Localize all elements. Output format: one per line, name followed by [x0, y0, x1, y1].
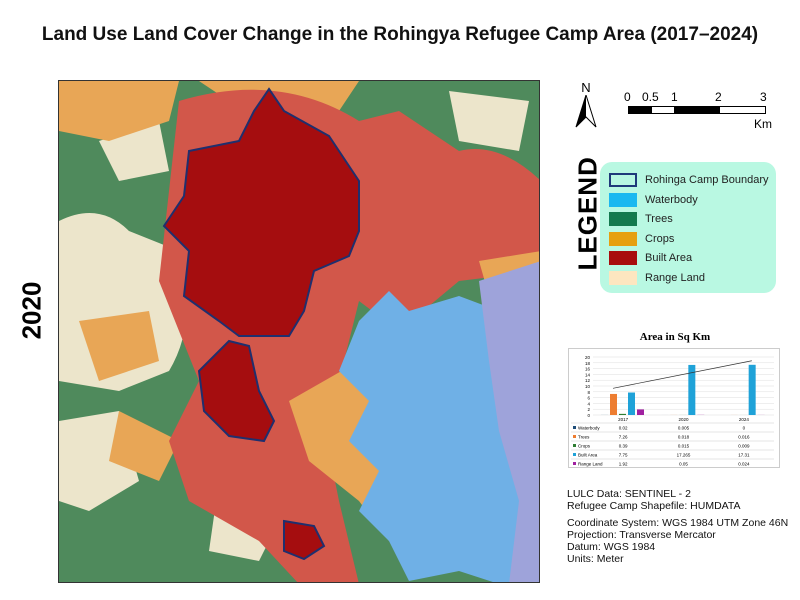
table-cell: 17.31	[738, 453, 750, 458]
y-tick-label: 14	[585, 372, 591, 377]
legend-swatch	[609, 173, 637, 187]
legend: Rohinga Camp Boundary Waterbody Trees Crops…	[600, 162, 776, 293]
camp-boundary-south	[283, 519, 326, 561]
legend-label: Trees	[645, 213, 673, 225]
info-line: Projection: Transverse Mercator	[567, 529, 716, 541]
table-legend-key	[573, 453, 576, 456]
legend-heading: LEGEND	[572, 156, 603, 271]
info-line: Coordinate System: WGS 1984 UTM Zone 46N	[567, 517, 789, 529]
legend-item: Range Land	[609, 270, 705, 286]
table-cell: 0.05	[679, 462, 688, 467]
trendline	[612, 360, 752, 389]
bar-trees	[610, 393, 617, 415]
legend-swatch	[609, 212, 637, 226]
legend-label: Rohinga Camp Boundary	[645, 174, 769, 186]
info-line: Units: Meter	[567, 553, 624, 565]
table-cell: 0.009	[738, 444, 750, 449]
legend-swatch	[609, 270, 637, 285]
table-cell: 7.26	[619, 435, 628, 440]
legend-swatch	[609, 231, 637, 246]
legend-item: Rohinga Camp Boundary	[609, 172, 769, 188]
map-info: LULC Data: SENTINEL - 2 Refugee Camp Shap…	[567, 488, 788, 565]
table-cell: 0.005	[678, 426, 690, 431]
table-cell: 0	[743, 426, 746, 431]
y-tick-label: 6	[587, 396, 590, 401]
x-tick-label: 2017	[618, 417, 629, 422]
y-tick-label: 18	[585, 361, 591, 366]
legend-label: Crops	[645, 232, 675, 245]
legend-swatch	[609, 192, 637, 207]
legend-item: Trees	[609, 211, 673, 227]
legend-swatch	[609, 251, 637, 265]
table-cell: 0.015	[678, 444, 690, 449]
north-arrow-icon	[575, 93, 597, 128]
year-label: 2020	[16, 281, 47, 340]
bar-crops	[619, 413, 626, 415]
chart-title: Area in Sq Km	[639, 331, 711, 343]
scale-tick: 0.5	[642, 90, 659, 104]
legend-item: Waterbody	[609, 192, 698, 208]
lavender-area	[479, 261, 539, 582]
legend-label: Waterbody	[645, 193, 698, 206]
table-legend-key	[573, 426, 576, 429]
legend-label: Range Land	[645, 271, 705, 284]
table-cell: 1.92	[619, 462, 628, 467]
scale-tick: 3	[760, 90, 767, 104]
table-legend-key	[573, 444, 576, 447]
table-cell: 0.39	[619, 444, 628, 449]
info-line: Datum: WGS 1984	[567, 541, 656, 553]
info-line: Refugee Camp Shapefile: HUMDATA	[567, 500, 741, 512]
lulc-map	[58, 80, 540, 583]
legend-item: Crops	[609, 231, 674, 247]
table-row-label: Built Area	[578, 453, 598, 458]
y-tick-label: 0	[587, 413, 590, 418]
y-tick-label: 8	[587, 390, 590, 395]
area-chart: 0 2 4 6 8 10 12 14 16 18 20 2017 2020 2024 Waterbody 0.…	[568, 348, 780, 468]
scale-unit: Km	[754, 117, 772, 131]
table-legend-key	[573, 462, 576, 465]
camp-boundary-central	[197, 339, 276, 443]
info-line: LULC Data: SENTINEL - 2	[567, 488, 691, 500]
water-area	[339, 291, 539, 582]
y-tick-label: 10	[585, 384, 591, 389]
table-row-label: Range Land	[578, 462, 603, 467]
table-row-label: Waterbody	[578, 426, 600, 431]
legend-item: Built Area	[609, 250, 692, 266]
y-tick-label: 12	[585, 378, 591, 383]
scale-tick: 0	[624, 90, 631, 104]
map-title: Land Use Land Cover Change in the Rohing…	[41, 24, 759, 45]
table-cell: 0.024	[738, 462, 750, 467]
table-row-label: Crops	[578, 444, 591, 449]
scale-tick: 2	[715, 90, 722, 104]
table-legend-key	[573, 435, 576, 438]
legend-label: Built Area	[645, 252, 693, 264]
y-tick-label: 2	[587, 407, 590, 412]
scale-bar: 0 0.5 1 2 3 Km	[620, 90, 780, 135]
crops-area	[59, 81, 499, 481]
table-cell: 17.265	[677, 453, 691, 458]
range-land-area	[59, 91, 529, 561]
table-cell: 0.016	[738, 435, 750, 440]
bar-built-area	[628, 392, 635, 415]
north-arrow: N	[574, 80, 598, 134]
table-cell: 7.75	[619, 453, 628, 458]
y-tick-label: 16	[585, 367, 591, 372]
scale-tick: 1	[671, 90, 678, 104]
y-tick-label: 4	[587, 401, 590, 406]
x-tick-label: 2020	[678, 417, 689, 422]
bar-range-land	[637, 409, 644, 415]
y-tick-label: 20	[585, 355, 591, 360]
camp-boundary-north	[162, 87, 360, 337]
bar-built-area	[748, 364, 756, 415]
table-cell: 0.018	[678, 435, 690, 440]
table-cell: 0.02	[619, 426, 628, 431]
table-row-label: Trees	[578, 435, 590, 440]
bar-built-area	[688, 364, 696, 415]
north-label: N	[581, 80, 591, 95]
x-tick-label: 2024	[739, 417, 750, 422]
